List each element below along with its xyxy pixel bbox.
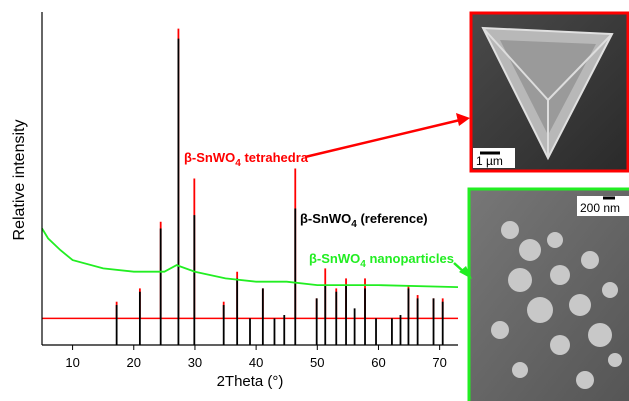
sem-image-nanoparticles: 200 nm <box>467 187 629 401</box>
x-tick-label: 60 <box>371 355 385 370</box>
curve <box>41 227 459 288</box>
series-label-part: 4 <box>351 219 357 230</box>
series-label-part: β-SnWO <box>300 211 351 226</box>
series-label-part: tetrahedra <box>241 150 309 165</box>
series-label-part: 4 <box>360 259 366 270</box>
series-label-part: nanoparticles <box>366 251 454 266</box>
x-tick-label: 20 <box>127 355 141 370</box>
scale-label: 1 µm <box>476 154 503 168</box>
series-label-part: 4 <box>235 158 241 169</box>
y-axis-label: Relative intensity <box>11 120 28 241</box>
x-tick-label: 50 <box>310 355 324 370</box>
x-tick-label: 70 <box>432 355 446 370</box>
plot-area <box>41 28 459 345</box>
x-tick-label: 10 <box>65 355 79 370</box>
series-label: β-SnWO4 tetrahedra <box>184 150 309 169</box>
x-tick-label: 30 <box>188 355 202 370</box>
arrows <box>304 113 472 279</box>
sem-image-tetrahedra: 1 µm <box>469 11 629 173</box>
series-label: β-SnWO4 (reference) <box>300 211 428 230</box>
series-label-part: β-SnWO <box>184 150 235 165</box>
scale-label: 200 nm <box>580 201 620 215</box>
x-axis-label: 2Theta (°) <box>217 373 284 390</box>
series-label: β-SnWO4 nanoparticles <box>309 251 454 270</box>
x-tick-label: 40 <box>249 355 263 370</box>
series-label-part: (reference) <box>357 211 428 226</box>
series-label-part: β-SnWO <box>309 251 360 266</box>
